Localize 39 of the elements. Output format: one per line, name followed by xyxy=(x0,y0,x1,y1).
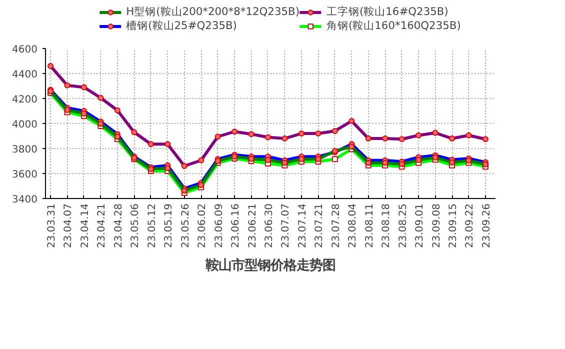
y-tick-label: 4400 xyxy=(12,70,38,80)
x-tick-label: 23.08.25 xyxy=(398,204,409,248)
x-tick-label: 23.06.09 xyxy=(214,204,225,248)
x-tick-label: 23.09.15 xyxy=(448,204,460,248)
x-tick-label: 23.04.14 xyxy=(80,204,91,248)
x-tick-label: 23.06.16 xyxy=(230,204,242,248)
x-tick-label: 23.06.02 xyxy=(197,204,208,248)
text: 鞍山市型钢价格走势图 xyxy=(204,258,336,274)
x-tick-label: 23.05.19 xyxy=(164,204,175,248)
x-tick-label: 23.07.14 xyxy=(297,204,308,248)
x-tick-label: 23.04.28 xyxy=(113,204,124,248)
x-tick-label: 23.09.26 xyxy=(481,204,492,248)
legend-label: H型钢(鞍山200*200*8*12Q235B) xyxy=(126,5,300,19)
x-tick-label: 23.08.04 xyxy=(348,204,359,248)
x-tick-label: 23.09.22 xyxy=(464,204,476,248)
x-tick-label: 23.07.21 xyxy=(314,204,326,248)
x-tick-label: 23.05.12 xyxy=(146,204,158,248)
x-tick-label: 23.07.07 xyxy=(280,204,292,248)
x-tick-label: 23.08.11 xyxy=(364,204,376,248)
legend-label: 工字钢(鞍山16#Q235B) xyxy=(326,5,448,19)
x-tick-label: 23.09.08 xyxy=(431,204,442,248)
x-tick-label: 23.06.30 xyxy=(264,204,275,248)
x-tick-label: 23.05.06 xyxy=(130,204,142,248)
x-tick-label: 23.08.18 xyxy=(381,204,392,248)
x-tick-label: 23.05.26 xyxy=(180,204,192,248)
y-tick-label: 3800 xyxy=(12,144,38,156)
y-tick-label: 3400 xyxy=(12,194,38,206)
x-tick-label: 23.04.21 xyxy=(96,204,108,248)
x-tick-label: 23.06.21 xyxy=(247,204,258,248)
legend-label: 槽钢(鞍山25#Q235B) xyxy=(126,19,237,33)
y-tick-label: 4200 xyxy=(12,94,38,106)
legend-label: 角钢(鞍山160*160Q235B) xyxy=(326,19,461,33)
x-tick-label: 23.07.28 xyxy=(330,204,342,248)
y-tick-label: 4600 xyxy=(12,44,38,56)
x-tick-label: 23.09.01 xyxy=(414,204,426,248)
x-tick-label: 23.03.31 xyxy=(46,204,58,248)
y-tick-label: 3600 xyxy=(12,170,38,180)
y-tick-label: 4000 xyxy=(12,120,38,130)
x-tick-label: 23.04.07 xyxy=(63,204,74,248)
